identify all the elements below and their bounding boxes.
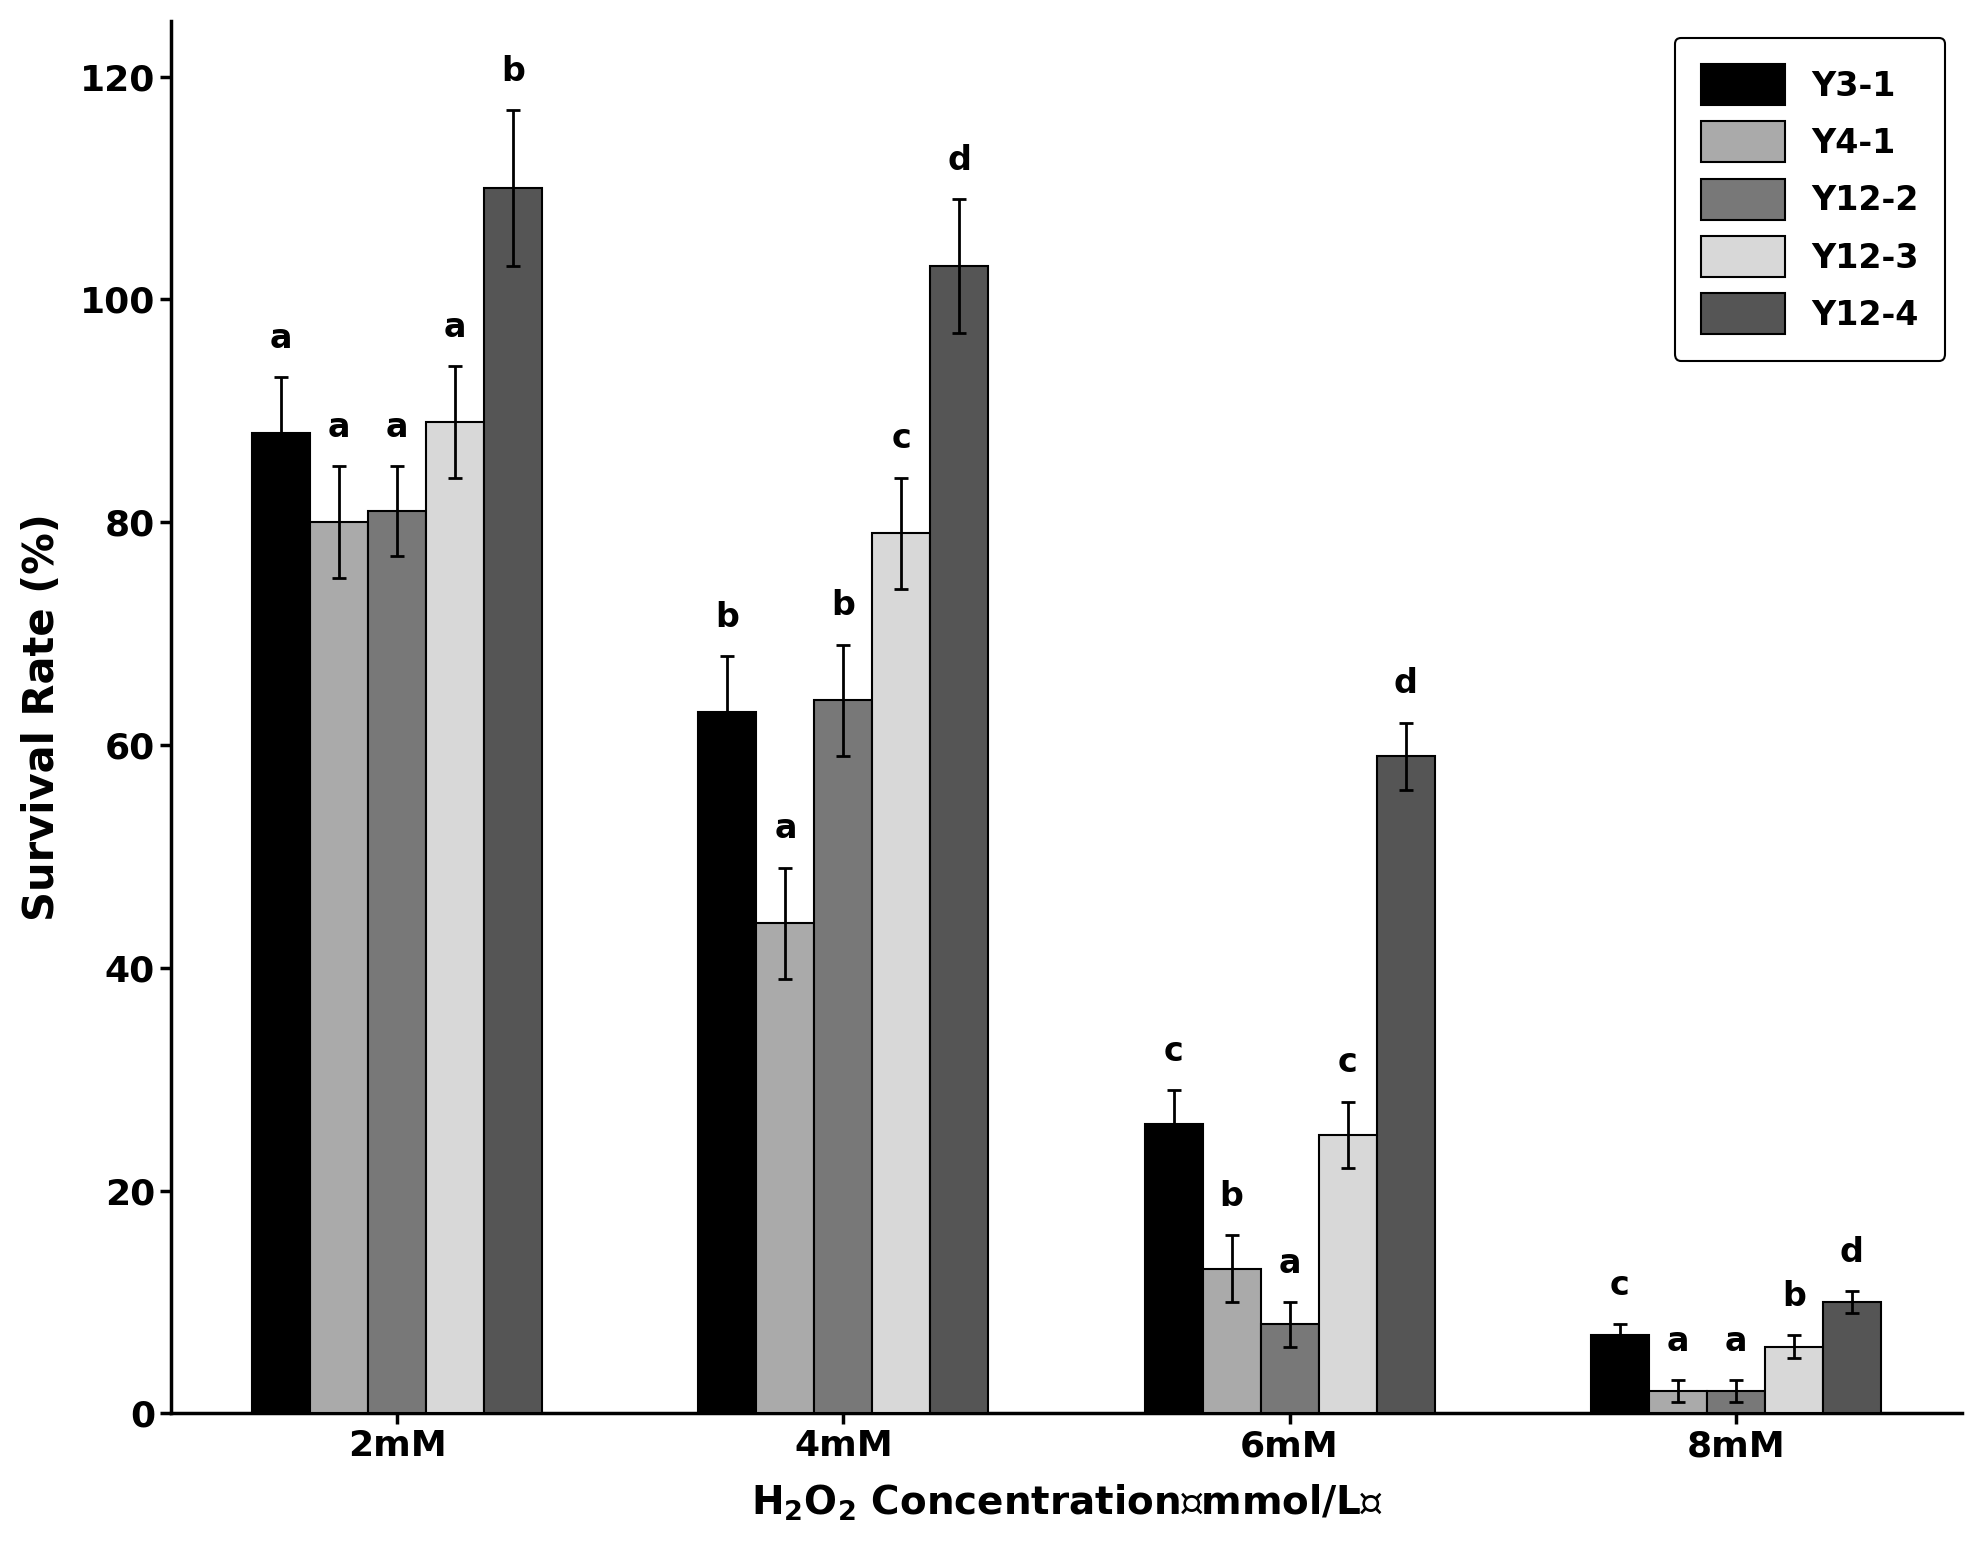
- Text: b: b: [501, 54, 525, 88]
- Text: b: b: [830, 590, 854, 622]
- X-axis label: $\mathbf{H_2O_2}$ Concentration（mmol/L）: $\mathbf{H_2O_2}$ Concentration（mmol/L）: [749, 1482, 1381, 1524]
- Text: c: c: [892, 423, 912, 455]
- Bar: [484, 188, 541, 1413]
- Text: d: d: [1839, 1235, 1863, 1269]
- Bar: [1590, 1336, 1647, 1413]
- Bar: [1261, 1325, 1318, 1413]
- Text: a: a: [1665, 1325, 1689, 1357]
- Bar: [426, 422, 484, 1413]
- Bar: [1707, 1391, 1764, 1413]
- Text: b: b: [716, 601, 739, 633]
- Bar: [1764, 1346, 1821, 1413]
- Text: a: a: [1278, 1246, 1300, 1280]
- Text: c: c: [1163, 1034, 1183, 1068]
- Bar: [815, 701, 872, 1413]
- Text: d: d: [947, 144, 971, 178]
- Text: a: a: [773, 812, 797, 845]
- Bar: [1821, 1302, 1879, 1413]
- Bar: [755, 923, 815, 1413]
- Bar: [1647, 1391, 1707, 1413]
- Bar: [369, 511, 426, 1413]
- Bar: [930, 266, 987, 1413]
- Text: c: c: [1338, 1047, 1358, 1079]
- Text: a: a: [270, 323, 293, 355]
- Text: d: d: [1393, 667, 1417, 701]
- Bar: [872, 533, 930, 1413]
- Text: b: b: [1219, 1180, 1243, 1214]
- Text: a: a: [1724, 1325, 1746, 1357]
- Bar: [309, 522, 369, 1413]
- Text: a: a: [327, 411, 351, 445]
- Text: c: c: [1609, 1269, 1629, 1302]
- Bar: [1376, 757, 1433, 1413]
- Bar: [698, 712, 755, 1413]
- Text: a: a: [444, 310, 466, 344]
- Text: b: b: [1782, 1280, 1806, 1314]
- Bar: [1201, 1269, 1261, 1413]
- Legend: Y3-1, Y4-1, Y12-2, Y12-3, Y12-4: Y3-1, Y4-1, Y12-2, Y12-3, Y12-4: [1675, 37, 1944, 361]
- Y-axis label: Survival Rate (%): Survival Rate (%): [22, 513, 63, 922]
- Text: a: a: [386, 411, 408, 445]
- Bar: [1318, 1135, 1376, 1413]
- Bar: [252, 432, 309, 1413]
- Bar: [1144, 1124, 1201, 1413]
